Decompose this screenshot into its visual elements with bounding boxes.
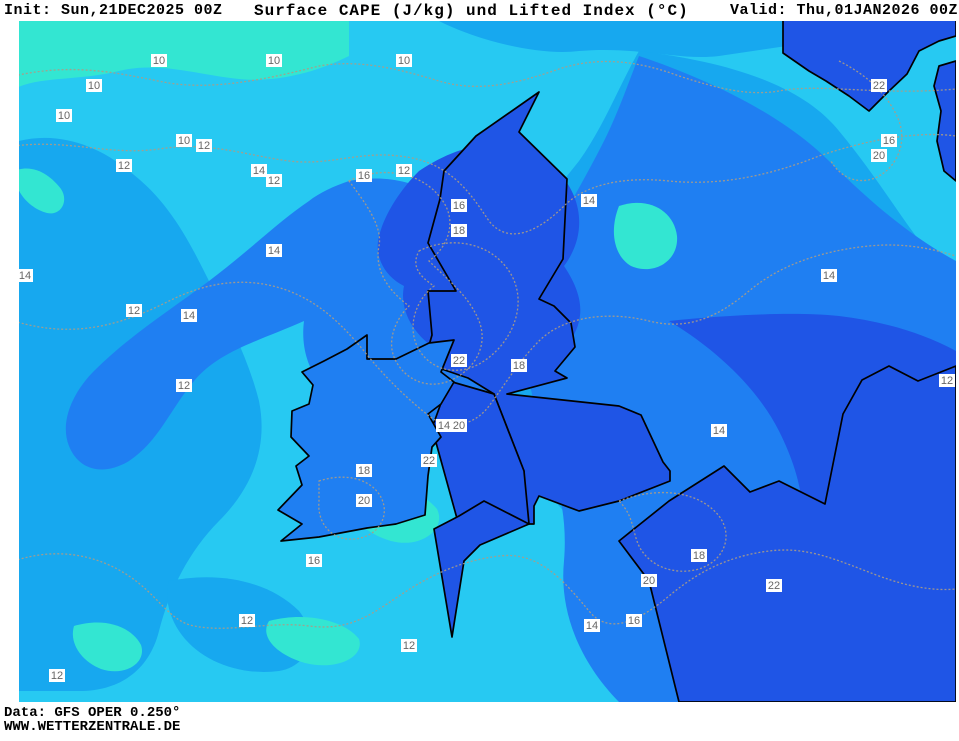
svg-text:14: 14 xyxy=(586,620,598,632)
svg-text:14: 14 xyxy=(583,195,595,207)
svg-text:18: 18 xyxy=(453,225,465,237)
svg-text:12: 12 xyxy=(268,175,280,187)
svg-text:14: 14 xyxy=(253,165,265,177)
svg-text:20: 20 xyxy=(453,420,465,432)
svg-text:18: 18 xyxy=(513,360,525,372)
svg-text:16: 16 xyxy=(883,135,895,147)
svg-text:12: 12 xyxy=(398,165,410,177)
svg-text:12: 12 xyxy=(198,140,210,152)
svg-text:12: 12 xyxy=(118,160,130,172)
svg-text:14: 14 xyxy=(19,270,31,282)
svg-text:20: 20 xyxy=(358,495,370,507)
svg-text:16: 16 xyxy=(628,615,640,627)
svg-text:14: 14 xyxy=(823,270,835,282)
svg-text:20: 20 xyxy=(873,150,885,162)
svg-text:10: 10 xyxy=(153,55,165,67)
svg-text:12: 12 xyxy=(241,615,253,627)
svg-text:10: 10 xyxy=(398,55,410,67)
svg-text:22: 22 xyxy=(873,80,885,92)
svg-text:10: 10 xyxy=(178,135,190,147)
svg-text:18: 18 xyxy=(693,550,705,562)
svg-text:12: 12 xyxy=(178,380,190,392)
svg-text:14: 14 xyxy=(438,420,450,432)
svg-text:14: 14 xyxy=(183,310,195,322)
svg-text:16: 16 xyxy=(358,170,370,182)
svg-text:10: 10 xyxy=(268,55,280,67)
svg-text:22: 22 xyxy=(768,580,780,592)
svg-text:12: 12 xyxy=(941,375,953,387)
svg-text:22: 22 xyxy=(423,455,435,467)
svg-text:20: 20 xyxy=(643,575,655,587)
svg-text:16: 16 xyxy=(453,200,465,212)
svg-text:12: 12 xyxy=(51,670,63,682)
svg-text:12: 12 xyxy=(403,640,415,652)
svg-text:16: 16 xyxy=(308,555,320,567)
svg-text:10: 10 xyxy=(58,110,70,122)
svg-text:22: 22 xyxy=(453,355,465,367)
svg-text:10: 10 xyxy=(88,80,100,92)
svg-text:18: 18 xyxy=(358,465,370,477)
svg-text:12: 12 xyxy=(128,305,140,317)
svg-text:14: 14 xyxy=(713,425,725,437)
svg-text:14: 14 xyxy=(268,245,280,257)
